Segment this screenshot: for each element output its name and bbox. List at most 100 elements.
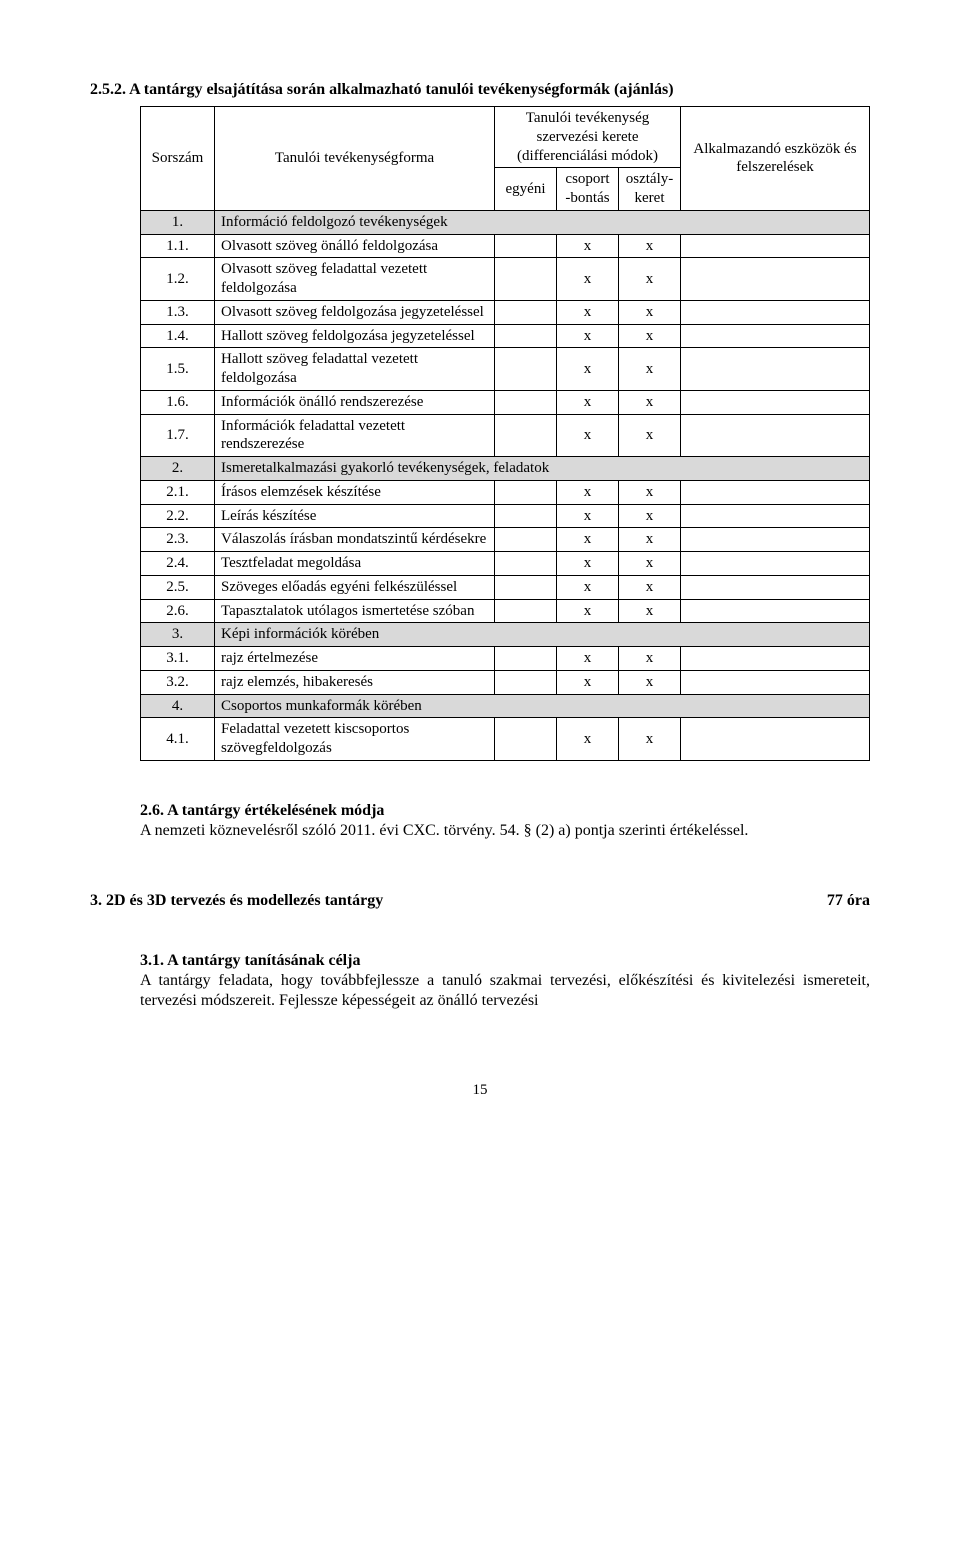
row-label: Válaszolás írásban mondatszintű kérdések… — [215, 528, 495, 552]
table-row: 2.4.Tesztfeladat megoldásaxx — [141, 552, 870, 576]
th-sorszam: Sorszám — [141, 107, 215, 211]
cell-egyeni — [495, 552, 557, 576]
th-forma: Tanulói tevékenységforma — [215, 107, 495, 211]
table-row: 1.4.Hallott szöveg feldolgozása jegyzete… — [141, 324, 870, 348]
cell-egyeni — [495, 647, 557, 671]
section-3-1-title: 3.1. A tantárgy tanításának célja — [140, 951, 870, 971]
cell-tools — [681, 234, 870, 258]
row-number: 1.7. — [141, 414, 215, 457]
table-row: 1.6.Információk önálló rendszerezésexx — [141, 390, 870, 414]
table-row: 1.5.Hallott szöveg feladattal vezetett f… — [141, 348, 870, 391]
th-egyeni: egyéni — [495, 168, 557, 211]
cell-osztaly: x — [619, 234, 681, 258]
row-label: Csoportos munkaformák körében — [215, 694, 870, 718]
table-row: 1.Információ feldolgozó tevékenységek — [141, 210, 870, 234]
cell-egyeni — [495, 300, 557, 324]
cell-osztaly: x — [619, 480, 681, 504]
cell-tools — [681, 670, 870, 694]
cell-osztaly: x — [619, 258, 681, 301]
table-container: Sorszám Tanulói tevékenységforma Tanulói… — [90, 106, 870, 761]
table-row: 4.Csoportos munkaformák körében — [141, 694, 870, 718]
cell-csoport: x — [557, 324, 619, 348]
row-label: Olvasott szöveg feladattal vezetett feld… — [215, 258, 495, 301]
cell-egyeni — [495, 480, 557, 504]
row-number: 1.6. — [141, 390, 215, 414]
table-row: 3.2.rajz elemzés, hibakeresésxx — [141, 670, 870, 694]
cell-tools — [681, 414, 870, 457]
cell-egyeni — [495, 390, 557, 414]
row-number: 1.2. — [141, 258, 215, 301]
row-number: 1. — [141, 210, 215, 234]
th-group: Tanulói tevékenység szervezési kerete (d… — [495, 107, 681, 168]
row-number: 1.3. — [141, 300, 215, 324]
cell-osztaly: x — [619, 414, 681, 457]
row-number: 1.4. — [141, 324, 215, 348]
section-3-right: 77 óra — [827, 891, 870, 911]
cell-egyeni — [495, 670, 557, 694]
row-number: 3.2. — [141, 670, 215, 694]
row-number: 2.1. — [141, 480, 215, 504]
th-eszkozok: Alkalmazandó eszközök és felszerelések — [681, 107, 870, 211]
row-label: Olvasott szöveg önálló feldolgozása — [215, 234, 495, 258]
table-row: 1.2.Olvasott szöveg feladattal vezetett … — [141, 258, 870, 301]
row-label: Információk feladattal vezetett rendszer… — [215, 414, 495, 457]
cell-csoport: x — [557, 718, 619, 761]
row-label: Hallott szöveg feladattal vezetett feldo… — [215, 348, 495, 391]
cell-csoport: x — [557, 528, 619, 552]
section-3-heading: 3. 2D és 3D tervezés és modellezés tantá… — [90, 891, 870, 911]
cell-tools — [681, 300, 870, 324]
section-2-6: 2.6. A tantárgy értékelésének módja A ne… — [90, 801, 870, 841]
row-label: Tapasztalatok utólagos ismertetése szóba… — [215, 599, 495, 623]
table-row: 3.1.rajz értelmezése xx — [141, 647, 870, 671]
row-label: rajz értelmezése — [215, 647, 495, 671]
cell-egyeni — [495, 258, 557, 301]
heading-text: 2.5.2. A tantárgy elsajátítása során alk… — [90, 81, 674, 98]
row-label: Írásos elemzések készítése — [215, 480, 495, 504]
cell-tools — [681, 552, 870, 576]
cell-egyeni — [495, 348, 557, 391]
cell-egyeni — [495, 718, 557, 761]
row-label: Szöveges előadás egyéni felkészüléssel — [215, 575, 495, 599]
cell-csoport: x — [557, 390, 619, 414]
cell-egyeni — [495, 234, 557, 258]
cell-csoport: x — [557, 670, 619, 694]
activity-table: Sorszám Tanulói tevékenységforma Tanulói… — [140, 106, 870, 761]
table-row: 4.1.Feladattal vezetett kiscsoportos szö… — [141, 718, 870, 761]
cell-tools — [681, 390, 870, 414]
section-3-1-body: A tantárgy feladata, hogy továbbfejlessz… — [140, 971, 870, 1011]
row-number: 2.2. — [141, 504, 215, 528]
row-label: Olvasott szöveg feldolgozása jegyzetelés… — [215, 300, 495, 324]
table-row: 1.7.Információk feladattal vezetett rend… — [141, 414, 870, 457]
row-number: 2. — [141, 457, 215, 481]
cell-tools — [681, 647, 870, 671]
cell-tools — [681, 599, 870, 623]
cell-osztaly: x — [619, 647, 681, 671]
row-number: 2.3. — [141, 528, 215, 552]
cell-csoport: x — [557, 300, 619, 324]
cell-osztaly: x — [619, 390, 681, 414]
cell-osztaly: x — [619, 599, 681, 623]
cell-egyeni — [495, 575, 557, 599]
row-label: Hallott szöveg feldolgozása jegyzeteléss… — [215, 324, 495, 348]
cell-tools — [681, 504, 870, 528]
page-number: 15 — [90, 1081, 870, 1100]
table-row: 1.1.Olvasott szöveg önálló feldolgozása x… — [141, 234, 870, 258]
table-row: 2.3.Válaszolás írásban mondatszintű kérd… — [141, 528, 870, 552]
th-osztaly: osztály-keret — [619, 168, 681, 211]
row-number: 2.5. — [141, 575, 215, 599]
row-number: 3. — [141, 623, 215, 647]
cell-csoport: x — [557, 552, 619, 576]
cell-tools — [681, 348, 870, 391]
row-number: 3.1. — [141, 647, 215, 671]
cell-tools — [681, 324, 870, 348]
cell-csoport: x — [557, 647, 619, 671]
section-3-left: 3. 2D és 3D tervezés és modellezés tantá… — [90, 891, 383, 911]
cell-osztaly: x — [619, 670, 681, 694]
cell-tools — [681, 258, 870, 301]
cell-csoport: x — [557, 234, 619, 258]
cell-csoport: x — [557, 575, 619, 599]
table-row: 2.1.Írásos elemzések készítésexx — [141, 480, 870, 504]
table-row: 3.Képi információk körében — [141, 623, 870, 647]
row-label: Leírás készítése — [215, 504, 495, 528]
row-number: 1.1. — [141, 234, 215, 258]
